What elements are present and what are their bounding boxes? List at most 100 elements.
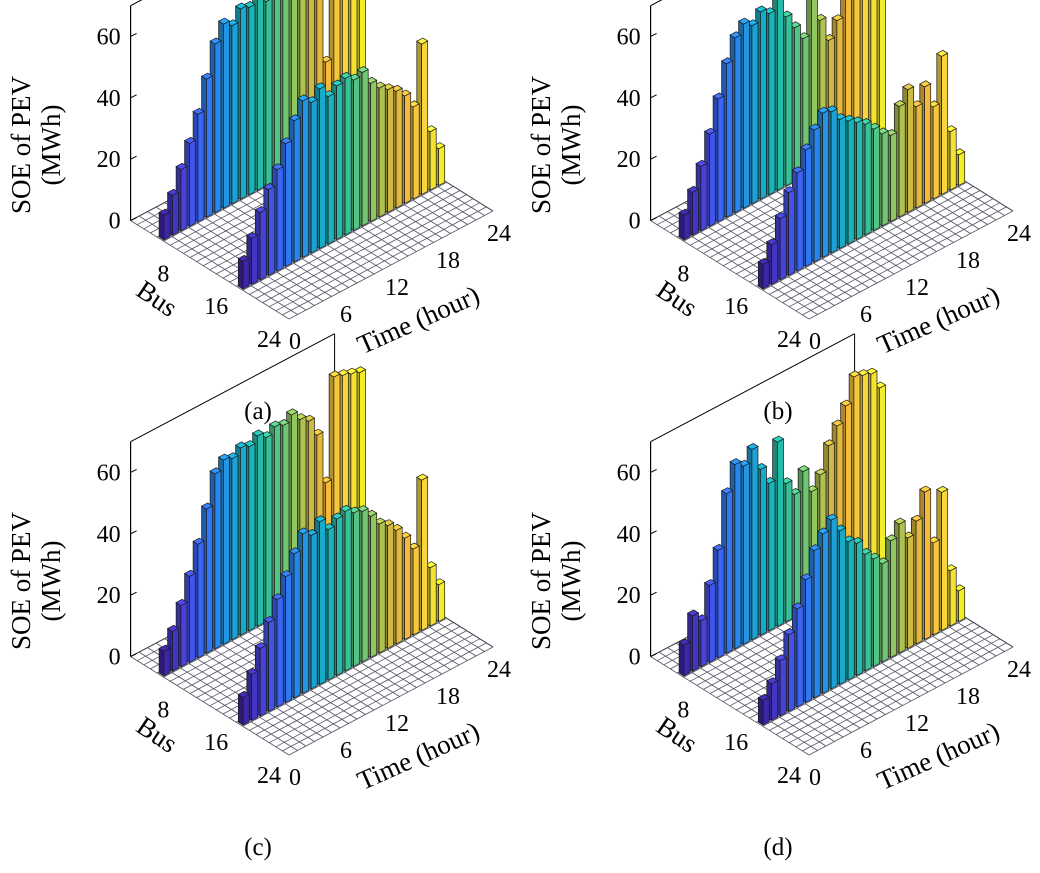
bar-face-side bbox=[757, 260, 764, 290]
bar-face-front bbox=[683, 211, 691, 241]
bar-face-front bbox=[240, 5, 247, 200]
bar-face-top bbox=[209, 467, 222, 475]
bar-face-top bbox=[328, 370, 341, 378]
bar-face-front bbox=[319, 518, 327, 686]
z-tick-mark bbox=[650, 94, 657, 99]
grid-line-bus bbox=[269, 634, 474, 744]
bus-axis-label: Bus bbox=[131, 710, 183, 758]
bar-face-top bbox=[766, 677, 779, 685]
bar-face-top bbox=[251, 429, 265, 437]
time-tick-label: 0 bbox=[809, 765, 821, 791]
back-top-edge bbox=[650, 0, 663, 7]
bar-face-front bbox=[353, 509, 361, 668]
bars bbox=[678, 0, 966, 290]
bar-face-front bbox=[813, 546, 821, 699]
bar-face-top bbox=[831, 419, 844, 427]
z-ticks: 0 20 40 60 bbox=[617, 460, 657, 671]
bar-face-front bbox=[709, 581, 716, 663]
bar-face-top bbox=[703, 127, 717, 135]
bar-face-front bbox=[958, 587, 966, 623]
bar-face-front bbox=[822, 109, 830, 259]
bar-face-front bbox=[197, 110, 205, 223]
bar-face-front bbox=[692, 612, 699, 672]
bar-face-front bbox=[259, 208, 267, 281]
bar-bus17-t1 bbox=[757, 257, 770, 290]
bar-face-front bbox=[214, 470, 222, 650]
z-tick-label: 0 bbox=[629, 209, 641, 235]
bar-face-top bbox=[729, 458, 742, 466]
bus-axis-label: Bus bbox=[651, 710, 703, 758]
bar-face-top bbox=[720, 487, 734, 495]
z-tick-label: 40 bbox=[617, 86, 641, 112]
bar-face-front bbox=[310, 531, 318, 690]
bar-face-front bbox=[760, 8, 767, 200]
bar-face-top bbox=[183, 569, 197, 577]
bar-bus17-t1 bbox=[237, 690, 250, 726]
bar-face-front bbox=[890, 537, 898, 659]
bar-face-front bbox=[830, 516, 838, 690]
time-tick-label: 18 bbox=[436, 684, 460, 710]
bar-face-front bbox=[327, 525, 335, 681]
z-tick-mark bbox=[650, 530, 657, 535]
bar-face-front bbox=[344, 74, 352, 236]
time-tick-label: 6 bbox=[860, 302, 872, 328]
bar-face-front bbox=[788, 631, 796, 713]
bar-face-front bbox=[285, 140, 293, 268]
bar-face-front bbox=[734, 34, 742, 214]
bar-face-front bbox=[907, 86, 915, 214]
bar-face-front bbox=[777, 438, 784, 627]
bar-face-front bbox=[751, 22, 759, 205]
bar-face-front bbox=[683, 641, 691, 677]
bar-face-front bbox=[788, 188, 796, 277]
bar-face-top bbox=[703, 579, 717, 587]
grid-line-bus bbox=[275, 202, 480, 312]
bar-face-top bbox=[831, 14, 844, 22]
bar-face-front bbox=[700, 162, 708, 232]
bar-face-side bbox=[237, 257, 244, 290]
bar-face-top bbox=[783, 628, 796, 636]
bar-face-side bbox=[158, 647, 165, 677]
bus-tick-label: 24 bbox=[777, 327, 801, 353]
bar-face-front bbox=[172, 191, 179, 236]
bar-face-top bbox=[783, 186, 796, 194]
bar-bus17-t1 bbox=[237, 254, 250, 290]
bar-face-front bbox=[958, 151, 966, 187]
bar-face-top bbox=[791, 166, 804, 174]
bar-face-top bbox=[712, 92, 725, 100]
grid-line-bus bbox=[808, 210, 1014, 320]
bar-face-top bbox=[686, 609, 700, 617]
bar-face-front bbox=[794, 490, 801, 618]
bar-face-top bbox=[808, 544, 821, 552]
bar-face-front bbox=[949, 567, 957, 627]
bar-bus17-t1 bbox=[757, 693, 770, 726]
bar-face-front bbox=[864, 120, 872, 236]
bar-face-top bbox=[237, 254, 250, 262]
z-tick-mark bbox=[130, 32, 137, 37]
bar-face-top bbox=[416, 37, 429, 45]
bus-ticks: 8 16 24 bbox=[677, 697, 801, 789]
z-tick-label: 0 bbox=[629, 645, 641, 671]
time-tick-label: 24 bbox=[1007, 657, 1031, 683]
bar-face-front bbox=[412, 103, 420, 200]
z-tick-label: 40 bbox=[97, 522, 121, 548]
z-tick-label: 20 bbox=[97, 147, 121, 173]
panel-caption: (a) bbox=[244, 398, 272, 425]
bar-face-front bbox=[796, 605, 804, 708]
bar-face-front bbox=[768, 9, 776, 196]
time-axis-label: Time (hour) bbox=[353, 280, 484, 360]
bar-face-front bbox=[172, 627, 179, 672]
bar-face-front bbox=[429, 127, 437, 191]
time-ticks: 0 6 12 18 24 bbox=[809, 221, 1031, 355]
bar-face-top bbox=[166, 624, 180, 632]
bar-face-front bbox=[805, 576, 813, 704]
grid-line-bus bbox=[769, 186, 974, 295]
bar-face-front bbox=[870, 370, 878, 578]
grid-line-bus bbox=[262, 630, 467, 739]
z-ticks: 0 20 40 60 bbox=[97, 24, 137, 235]
bar-face-front bbox=[777, 0, 784, 191]
bar-face-front bbox=[240, 444, 247, 636]
bar-face-top bbox=[839, 399, 853, 407]
bar-face-top bbox=[192, 107, 205, 115]
bar-face-top bbox=[192, 537, 205, 545]
bar-face-top bbox=[339, 504, 352, 512]
